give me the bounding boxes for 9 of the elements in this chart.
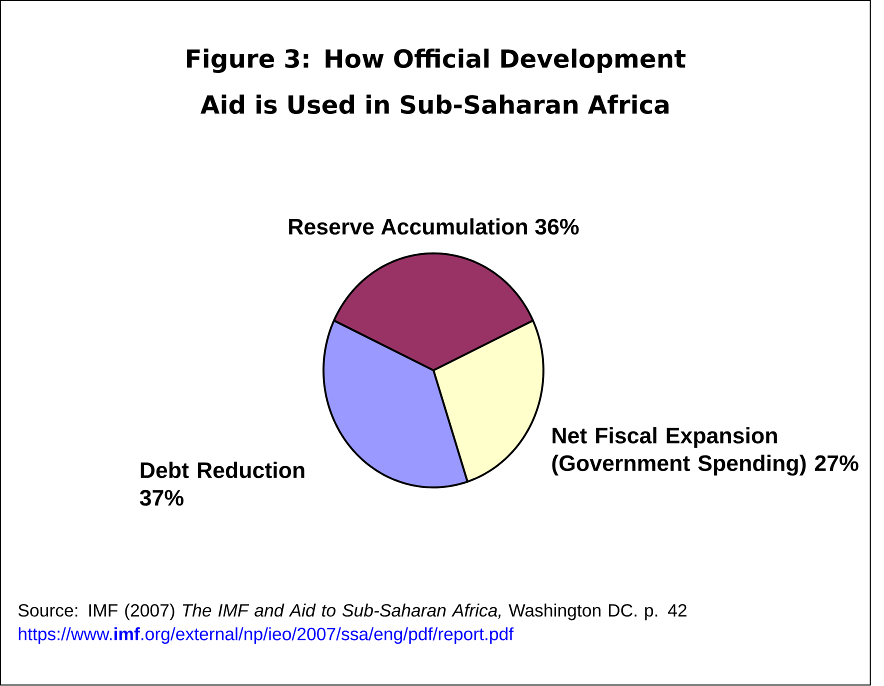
data-label: 37% <box>140 490 184 506</box>
source-note: Source: IMF (2007) The IMF and Aid to Sub-Saharan Africa, Washington DC. p. 42 <box>18 604 686 620</box>
slice-label: Debt Reduction <box>140 462 304 478</box>
data-label: 27% <box>815 455 858 472</box>
text: https://www.imf.org/external/np/ieo/2007/ssa/eng/pdf/report.pdf <box>18 627 514 644</box>
slice-label: Reserve Accumulation <box>289 218 527 235</box>
slice-label: Net Fiscal Expansion (Government Spending) <box>552 427 806 476</box>
chart-title: Figure 3: How Official Development Aid is Used in Sub-Saharan Africa <box>187 48 686 114</box>
data-label: 36% <box>535 219 579 235</box>
